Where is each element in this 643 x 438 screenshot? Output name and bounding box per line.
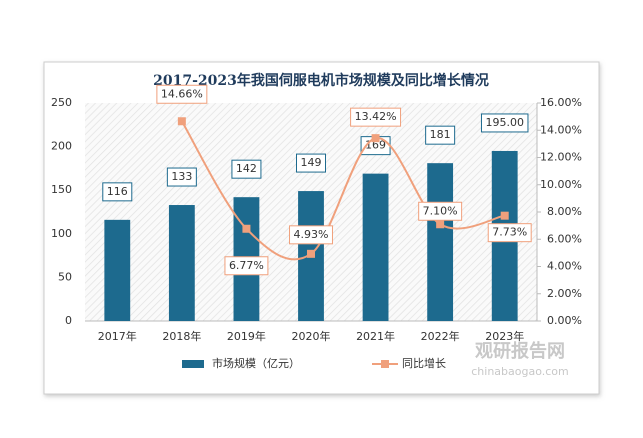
y-tick-label: 100 [51,227,72,240]
y2-tick-label: 6.00% [547,232,582,245]
line-value-label-box [350,107,402,127]
bar-value-label-box [166,167,197,187]
bar [104,219,131,321]
bar-value-label: 149 [301,156,322,169]
bar-value-label: 133 [171,170,192,183]
bar-value-label-box [296,153,326,173]
bar-value-label-box [231,159,262,179]
bar [362,173,389,321]
line-marker [436,220,445,229]
bar [168,205,195,321]
legend-swatch [182,360,204,368]
chart-title: 2017-2023年我国伺服电机市场规模及同比增长情况 [153,72,489,89]
line-marker [307,249,315,258]
line-value-label: 13.42% [355,110,397,123]
legend-label: 市场规模（亿元） [212,356,300,370]
watermark: 观研报告网 [475,340,565,362]
x-tick-label: 2019年 [227,329,266,343]
line-marker [500,211,509,220]
bar [427,163,454,321]
x-tick-label: 2022年 [421,329,460,343]
line-value-label-box [224,256,269,276]
line-value-label: 4.93% [294,228,329,241]
bar-value-label: 195.00 [485,116,524,129]
y-tick-label: 50 [58,270,72,283]
y2-tick-label: 0.00% [547,314,582,327]
legend-marker [381,360,389,368]
y2-tick-label: 2.00% [547,287,582,300]
bar-value-label: 116 [107,185,128,198]
x-tick-label: 2023年 [485,329,524,343]
y-tick-label: 0 [65,314,72,327]
bar-value-label: 181 [430,128,451,141]
line-value-label-box [418,201,463,221]
bar-value-label-box [102,182,133,202]
line-marker [242,224,251,233]
line-marker [177,117,186,126]
line-value-label: 7.73% [492,226,527,239]
x-tick-label: 2017年 [98,329,137,343]
y2-tick-label: 4.00% [547,260,582,273]
bar-value-label-box [425,125,456,145]
y-tick-label: 150 [51,183,72,196]
y-tick-label: 200 [51,140,72,153]
line-value-label-box [487,223,532,243]
x-tick-label: 2018年 [162,329,201,343]
line-value-label-box [156,84,208,104]
line-value-label: 7.10% [423,204,458,217]
y2-tick-label: 14.00% [540,123,582,136]
x-tick-label: 2021年 [356,329,395,343]
line-value-label: 14.66% [161,87,203,100]
y2-tick-label: 16.00% [540,96,582,109]
line-marker [371,134,380,143]
x-tick-label: 2020年 [292,329,331,343]
y-tick-label: 250 [51,96,72,109]
legend-label: 同比增长 [402,356,446,370]
y2-tick-label: 10.00% [540,178,582,191]
line-value-label: 6.77% [229,259,264,272]
bar-value-label: 142 [236,162,257,175]
line-value-label-box [289,225,333,245]
bar-value-label-box [480,113,529,133]
watermark-url: chinabaogao.com [471,365,569,378]
y2-tick-label: 8.00% [547,205,582,218]
y2-tick-label: 12.00% [540,151,582,164]
